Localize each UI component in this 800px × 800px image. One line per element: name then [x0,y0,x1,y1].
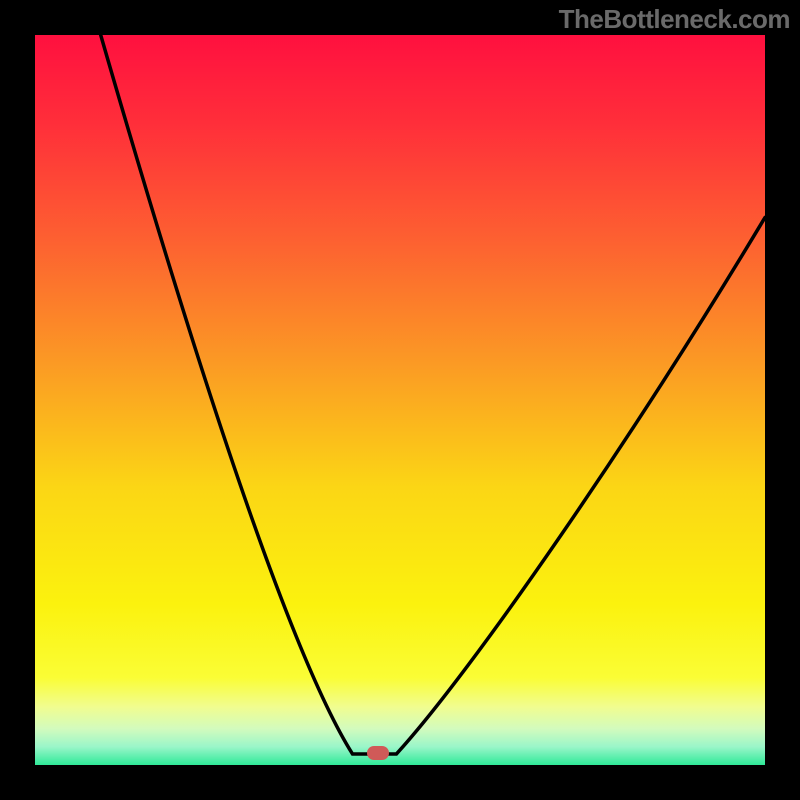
valley-marker [367,746,389,760]
chart-svg [0,0,800,800]
watermark-text: TheBottleneck.com [559,4,790,35]
gradient-background [35,35,765,765]
